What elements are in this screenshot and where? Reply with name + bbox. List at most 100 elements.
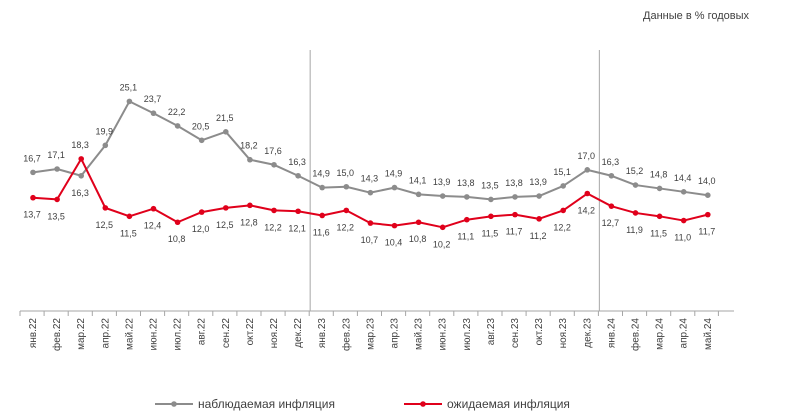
data-label: 11,1	[457, 232, 474, 242]
data-point	[608, 203, 615, 209]
data-label: 12,8	[240, 217, 258, 227]
data-label: 18,3	[71, 140, 89, 150]
data-point	[150, 205, 157, 212]
data-label: 12,5	[216, 220, 234, 230]
data-point	[343, 207, 350, 214]
data-label: 16,3	[288, 157, 306, 167]
data-label: 14,4	[674, 173, 692, 183]
x-tick-label: сен.23	[510, 318, 521, 348]
x-tick-label: мар.22	[76, 318, 87, 350]
data-label: 20,5	[192, 121, 210, 131]
data-label: 14,3	[361, 174, 379, 184]
data-label: 19,9	[96, 126, 114, 136]
data-point	[367, 189, 374, 196]
x-tick-label: фев.23	[340, 318, 352, 351]
data-label: 13,7	[23, 210, 41, 220]
data-point	[584, 190, 591, 197]
x-tick-label: май.24	[703, 318, 714, 350]
x-tick-label: июн.22	[149, 318, 160, 351]
data-label: 10,2	[433, 239, 451, 249]
data-point	[656, 185, 663, 192]
x-tick-label: дек.22	[293, 318, 304, 348]
data-point	[464, 216, 470, 223]
x-tick-label: апр.23	[390, 318, 401, 349]
data-point	[391, 184, 398, 191]
data-point	[512, 211, 518, 218]
legend-label: ожидаемая инфляция	[447, 397, 570, 411]
data-point	[247, 202, 253, 209]
data-label: 17,1	[47, 150, 65, 160]
data-point	[705, 211, 711, 218]
data-point	[78, 156, 84, 162]
data-label: 16,3	[71, 188, 89, 198]
data-point	[174, 123, 181, 129]
data-label: 10,8	[409, 234, 427, 244]
data-label: 12,7	[602, 218, 620, 228]
legend-label: наблюдаемая инфляция	[198, 397, 335, 411]
x-tick-label: авг.22	[197, 318, 208, 346]
x-tick-label: дек.23	[582, 318, 593, 348]
data-point	[271, 161, 277, 168]
data-point	[439, 193, 446, 199]
data-point	[102, 205, 109, 211]
data-point	[415, 191, 422, 198]
data-label: 15,1	[553, 167, 571, 177]
data-label: 11,2	[530, 231, 547, 241]
data-label: 13,9	[433, 177, 451, 187]
data-point	[560, 183, 566, 189]
data-point	[30, 194, 36, 201]
data-label: 12,0	[192, 224, 210, 234]
x-tick-label: май.22	[124, 318, 135, 350]
data-point	[295, 172, 301, 179]
data-label: 12,2	[264, 222, 282, 232]
data-point	[391, 222, 398, 229]
data-point	[78, 172, 84, 179]
data-label: 15,0	[337, 168, 355, 178]
data-point	[680, 217, 687, 224]
x-tick-label: ноя.22	[269, 318, 280, 349]
data-label: 23,7	[144, 94, 162, 104]
data-label: 11,5	[650, 228, 667, 238]
data-point	[488, 213, 494, 220]
data-point	[150, 110, 157, 117]
data-label: 12,2	[337, 222, 355, 232]
x-tick-label: апр.24	[679, 318, 690, 349]
data-label: 22,2	[168, 107, 186, 117]
data-label: 11,7	[698, 227, 715, 237]
x-tick-label: июн.23	[438, 318, 449, 351]
x-tick-label: мар.24	[655, 318, 666, 350]
data-label: 13,8	[505, 178, 523, 188]
data-label: 16,7	[23, 153, 41, 163]
data-point	[632, 182, 639, 188]
x-tick-label: ноя.23	[558, 318, 569, 349]
legend-swatch-marker	[171, 401, 177, 407]
data-point	[295, 208, 301, 215]
data-point	[705, 192, 711, 198]
data-point	[126, 98, 133, 105]
data-point	[343, 183, 350, 190]
x-tick-label: июл.22	[173, 318, 184, 351]
data-label: 11,0	[674, 233, 691, 243]
data-label: 21,5	[216, 113, 234, 123]
data-point	[271, 207, 277, 214]
data-label: 13,5	[47, 211, 65, 221]
legend-swatch-marker	[420, 401, 426, 407]
data-label: 11,9	[626, 225, 643, 235]
data-label: 10,7	[361, 235, 379, 245]
data-point	[367, 220, 374, 226]
data-label: 10,4	[385, 238, 403, 248]
data-label: 14,8	[650, 169, 668, 179]
x-tick-label: фев.22	[51, 318, 63, 351]
data-point	[584, 167, 591, 173]
data-label: 18,2	[240, 141, 258, 151]
data-label: 17,6	[264, 146, 282, 156]
data-label: 14,9	[385, 169, 403, 179]
x-tick-label: авг.23	[486, 318, 497, 346]
data-point	[319, 184, 326, 191]
x-tick-label: янв.22	[28, 318, 39, 349]
data-label: 25,1	[120, 82, 138, 92]
x-tick-label: окт.23	[534, 318, 545, 346]
data-point	[174, 219, 181, 226]
